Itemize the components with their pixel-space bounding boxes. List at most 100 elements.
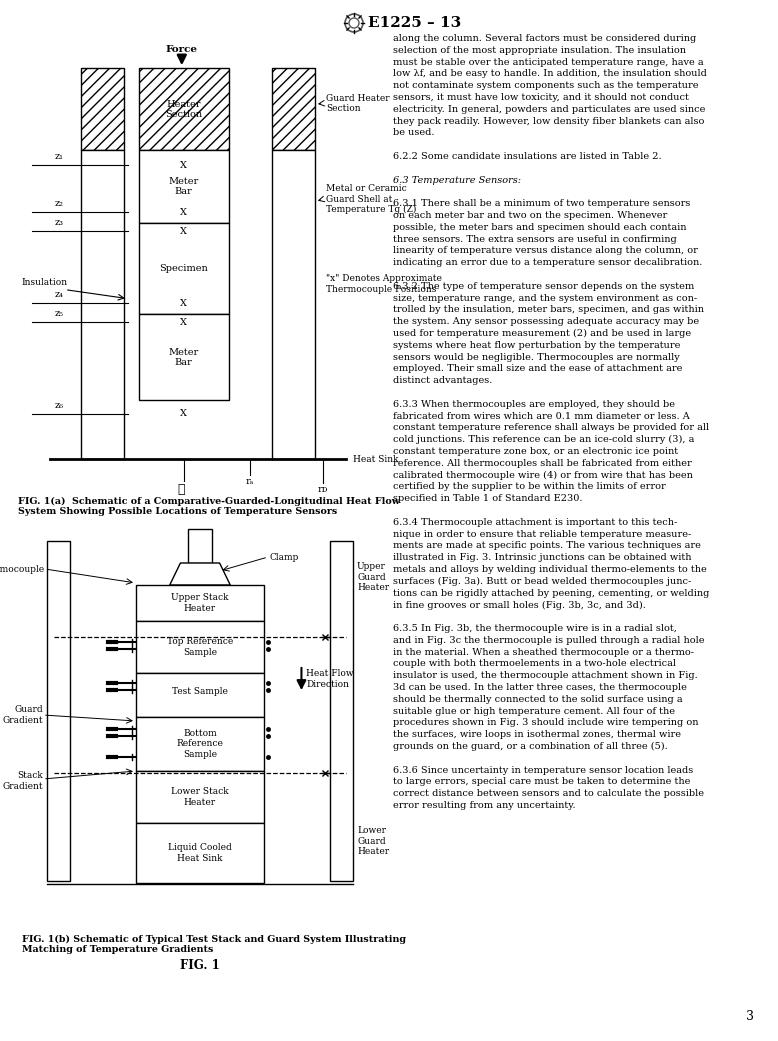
Text: sensors would be negligible. Thermocouples are normally: sensors would be negligible. Thermocoupl… bbox=[393, 353, 680, 361]
Text: distinct advantages.: distinct advantages. bbox=[393, 376, 492, 385]
Text: fabricated from wires which are 0.1 mm diameter or less. A: fabricated from wires which are 0.1 mm d… bbox=[393, 411, 690, 421]
Text: the surfaces, wire loops in isothermal zones, thermal wire: the surfaces, wire loops in isothermal z… bbox=[393, 730, 681, 739]
Text: rₐ: rₐ bbox=[246, 477, 254, 486]
Text: calibrated thermocouple wire (4) or from wire that has been: calibrated thermocouple wire (4) or from… bbox=[393, 471, 693, 480]
Text: Guard Heater
Section: Guard Heater Section bbox=[326, 94, 390, 113]
Text: Lower Stack
Heater: Lower Stack Heater bbox=[171, 787, 229, 807]
Text: surfaces (Fig. 3a). Butt or bead welded thermocouples junc-: surfaces (Fig. 3a). Butt or bead welded … bbox=[393, 577, 691, 586]
Text: on each meter bar and two on the specimen. Whenever: on each meter bar and two on the specime… bbox=[393, 211, 668, 220]
Text: reference. All thermocouples shall be fabricated from either: reference. All thermocouples shall be fa… bbox=[393, 459, 692, 467]
Text: Liquid Cooled
Heat Sink: Liquid Cooled Heat Sink bbox=[168, 843, 232, 863]
Text: 6.3.4 Thermocouple attachment is important to this tech-: 6.3.4 Thermocouple attachment is importa… bbox=[393, 517, 678, 527]
Text: X: X bbox=[180, 299, 187, 308]
Text: 6.3.1 There shall be a minimum of two temperature sensors: 6.3.1 There shall be a minimum of two te… bbox=[393, 199, 690, 208]
Text: illustrated in Fig. 3. Intrinsic junctions can be obtained with: illustrated in Fig. 3. Intrinsic junctio… bbox=[393, 553, 692, 562]
Text: X: X bbox=[180, 160, 187, 170]
Bar bbox=[272, 150, 315, 459]
Text: three sensors. The extra sensors are useful in confirming: three sensors. The extra sensors are use… bbox=[393, 234, 677, 244]
Bar bbox=[272, 68, 315, 150]
Text: metals and alloys by welding individual thermo-elements to the: metals and alloys by welding individual … bbox=[393, 565, 706, 574]
Text: Heat Sink: Heat Sink bbox=[352, 455, 398, 463]
Text: 6.3.5 In Fig. 3b, the thermocouple wire is in a radial slot,: 6.3.5 In Fig. 3b, the thermocouple wire … bbox=[393, 624, 677, 633]
Text: Meter
Bar: Meter Bar bbox=[169, 177, 198, 197]
Text: low λf, and be easy to handle. In addition, the insulation should: low λf, and be easy to handle. In additi… bbox=[393, 70, 707, 78]
Bar bbox=[47, 541, 70, 881]
Text: Force: Force bbox=[166, 45, 198, 54]
Text: X: X bbox=[180, 208, 187, 218]
Text: z₁: z₁ bbox=[55, 152, 64, 161]
Text: should be thermally connected to the solid surface using a: should be thermally connected to the sol… bbox=[393, 694, 682, 704]
Text: z₆: z₆ bbox=[54, 401, 64, 410]
Text: Upper
Guard
Heater: Upper Guard Heater bbox=[357, 562, 389, 592]
Text: FIG. 1(b) Schematic of Typical Test Stack and Guard System Illustrating: FIG. 1(b) Schematic of Typical Test Stac… bbox=[22, 935, 406, 944]
Text: Insulation: Insulation bbox=[22, 278, 68, 287]
Text: be used.: be used. bbox=[393, 128, 434, 137]
Text: tions can be rigidly attached by peening, cementing, or welding: tions can be rigidly attached by peening… bbox=[393, 588, 710, 598]
Text: 6.2.2 Some candidate insulations are listed in Table 2.: 6.2.2 Some candidate insulations are lis… bbox=[393, 152, 661, 161]
Text: Top Reference
Sample: Top Reference Sample bbox=[166, 637, 233, 657]
Text: ℄: ℄ bbox=[178, 483, 185, 497]
Text: 6.3.6 Since uncertainty in temperature sensor location leads: 6.3.6 Since uncertainty in temperature s… bbox=[393, 765, 693, 775]
Text: and in Fig. 3c the thermocouple is pulled through a radial hole: and in Fig. 3c the thermocouple is pulle… bbox=[393, 636, 705, 644]
Text: selection of the most appropriate insulation. The insulation: selection of the most appropriate insula… bbox=[393, 46, 686, 55]
Text: Specimen: Specimen bbox=[159, 264, 208, 273]
Text: X: X bbox=[180, 409, 187, 418]
Text: "x" Denotes Approximate
Thermocouple Positions: "x" Denotes Approximate Thermocouple Pos… bbox=[326, 275, 442, 294]
Text: the system. Any sensor possessing adequate accuracy may be: the system. Any sensor possessing adequa… bbox=[393, 318, 699, 326]
Text: Clamp: Clamp bbox=[269, 553, 299, 561]
Bar bbox=[136, 771, 264, 823]
Bar bbox=[136, 621, 264, 672]
Text: grounds on the guard, or a combination of all three (5).: grounds on the guard, or a combination o… bbox=[393, 742, 668, 752]
Text: specified in Table 1 of Standard E230.: specified in Table 1 of Standard E230. bbox=[393, 494, 583, 503]
Text: suitable glue or high temperature cement. All four of the: suitable glue or high temperature cement… bbox=[393, 707, 675, 715]
Text: Meter
Bar: Meter Bar bbox=[169, 348, 198, 367]
Text: FIG. 1(a)  Schematic of a Comparative-Guarded-Longitudinal Heat Flow: FIG. 1(a) Schematic of a Comparative-Gua… bbox=[18, 497, 400, 506]
Text: z₂: z₂ bbox=[55, 199, 64, 208]
Text: Matching of Temperature Gradients: Matching of Temperature Gradients bbox=[22, 945, 213, 954]
Text: possible, the meter bars and specimen should each contain: possible, the meter bars and specimen sh… bbox=[393, 223, 686, 232]
Text: 6.3.3 When thermocouples are employed, they should be: 6.3.3 When thermocouples are employed, t… bbox=[393, 400, 675, 409]
Text: in the material. When a sheathed thermocouple or a thermo-: in the material. When a sheathed thermoc… bbox=[393, 648, 694, 657]
Bar bbox=[187, 529, 212, 563]
Text: error resulting from any uncertainty.: error resulting from any uncertainty. bbox=[393, 801, 576, 810]
Text: to large errors, special care must be taken to determine the: to large errors, special care must be ta… bbox=[393, 778, 690, 786]
Bar bbox=[138, 314, 229, 401]
Text: constant temperature reference shall always be provided for all: constant temperature reference shall alw… bbox=[393, 424, 709, 432]
Text: employed. Their small size and the ease of attachment are: employed. Their small size and the ease … bbox=[393, 364, 682, 374]
Text: ments are made at specific points. The various techniques are: ments are made at specific points. The v… bbox=[393, 541, 701, 551]
Bar bbox=[136, 717, 264, 771]
Text: electricity. In general, powders and particulates are used since: electricity. In general, powders and par… bbox=[393, 105, 706, 113]
Text: systems where heat flow perturbation by the temperature: systems where heat flow perturbation by … bbox=[393, 340, 681, 350]
Bar bbox=[138, 150, 229, 223]
Text: used for temperature measurement (2) and be used in large: used for temperature measurement (2) and… bbox=[393, 329, 691, 338]
Text: procedures shown in Fig. 3 should include wire tempering on: procedures shown in Fig. 3 should includ… bbox=[393, 718, 699, 728]
Text: z₅: z₅ bbox=[55, 309, 64, 319]
Bar bbox=[138, 68, 229, 150]
Text: Thermocouple: Thermocouple bbox=[0, 564, 45, 574]
Bar bbox=[136, 585, 264, 621]
Text: 3: 3 bbox=[746, 1010, 754, 1023]
Text: trolled by the insulation, meter bars, specimen, and gas within: trolled by the insulation, meter bars, s… bbox=[393, 305, 704, 314]
Text: Guard
Gradient: Guard Gradient bbox=[2, 706, 43, 725]
Text: FIG. 1: FIG. 1 bbox=[180, 959, 220, 972]
Text: Metal or Ceramic
Guard Shell at
Temperature Tg (Z): Metal or Ceramic Guard Shell at Temperat… bbox=[326, 184, 416, 214]
Text: z₃: z₃ bbox=[55, 218, 64, 227]
Text: cold junctions. This reference can be an ice-cold slurry (3), a: cold junctions. This reference can be an… bbox=[393, 435, 695, 445]
Text: nique in order to ensure that reliable temperature measure-: nique in order to ensure that reliable t… bbox=[393, 530, 691, 538]
Bar bbox=[81, 68, 124, 150]
Text: not contaminate system components such as the temperature: not contaminate system components such a… bbox=[393, 81, 699, 91]
Text: X: X bbox=[180, 318, 187, 327]
Text: Bottom
Reference
Sample: Bottom Reference Sample bbox=[177, 729, 223, 759]
Text: E1225 – 13: E1225 – 13 bbox=[368, 16, 461, 30]
Text: certified by the supplier to be within the limits of error: certified by the supplier to be within t… bbox=[393, 482, 666, 491]
Text: couple with both thermoelements in a two-hole electrical: couple with both thermoelements in a two… bbox=[393, 659, 676, 668]
Text: linearity of temperature versus distance along the column, or: linearity of temperature versus distance… bbox=[393, 247, 698, 255]
Text: z₄: z₄ bbox=[55, 290, 64, 299]
Text: constant temperature zone box, or an electronic ice point: constant temperature zone box, or an ele… bbox=[393, 447, 678, 456]
Text: Lower
Guard
Heater: Lower Guard Heater bbox=[357, 827, 389, 856]
Text: Stack
Gradient: Stack Gradient bbox=[2, 771, 43, 791]
Text: sensors, it must have low toxicity, and it should not conduct: sensors, it must have low toxicity, and … bbox=[393, 93, 689, 102]
Text: correct distance between sensors and to calculate the possible: correct distance between sensors and to … bbox=[393, 789, 704, 798]
Text: Upper Stack
Heater: Upper Stack Heater bbox=[171, 593, 229, 613]
Text: 6.3.2 The type of temperature sensor depends on the system: 6.3.2 The type of temperature sensor dep… bbox=[393, 282, 694, 290]
